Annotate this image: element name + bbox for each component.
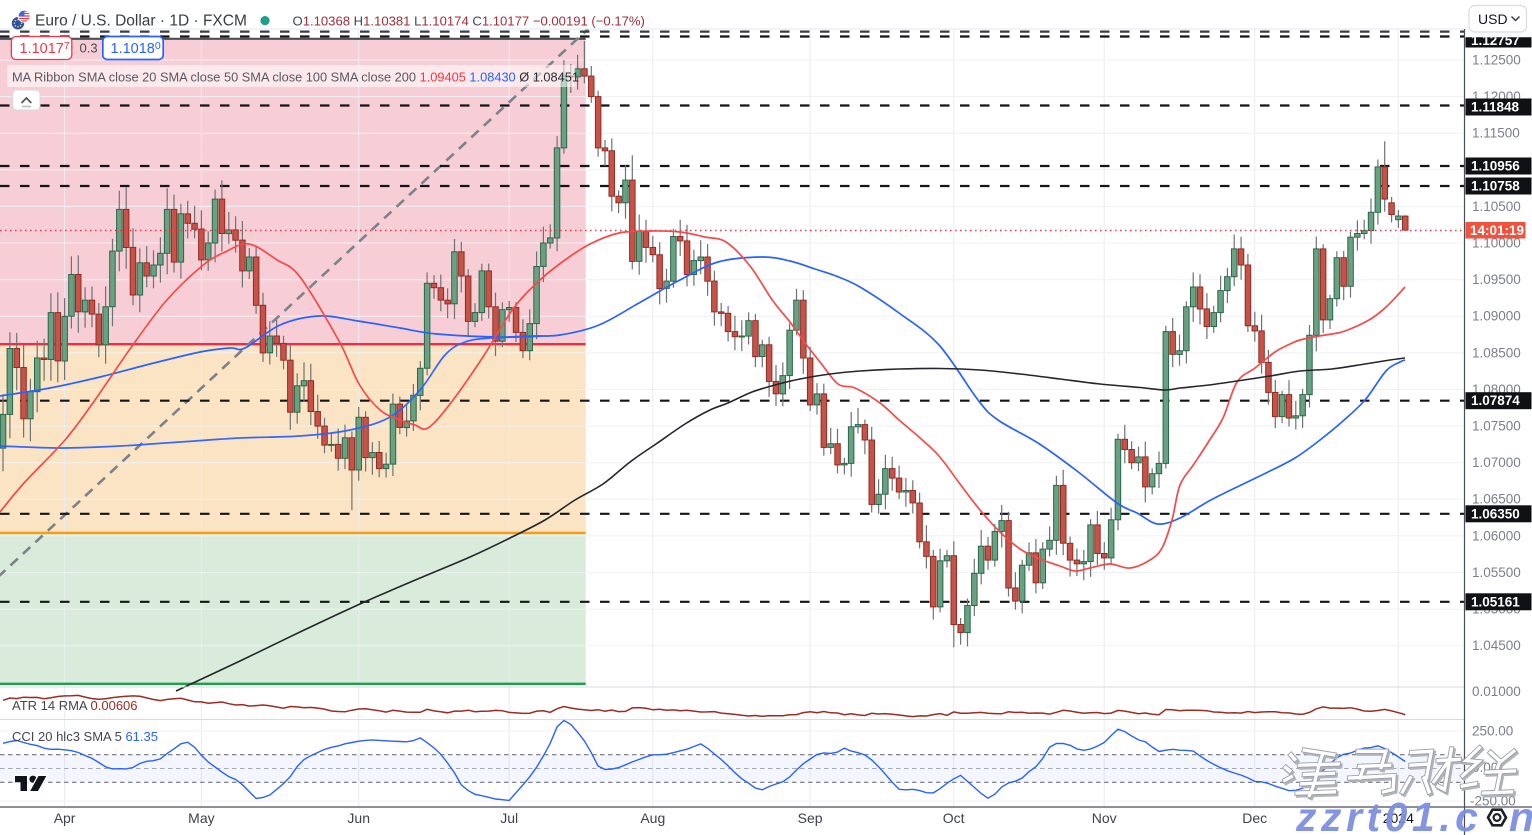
svg-text:Sep: Sep bbox=[798, 810, 823, 826]
svg-text:1.05161: 1.05161 bbox=[1471, 594, 1520, 609]
svg-text:Dec: Dec bbox=[1242, 810, 1267, 826]
svg-text:1.12500: 1.12500 bbox=[1472, 53, 1521, 68]
svg-text:1.12757: 1.12757 bbox=[1471, 33, 1520, 48]
svg-text:1.10000: 1.10000 bbox=[1472, 236, 1521, 251]
svg-text:Nov: Nov bbox=[1092, 810, 1117, 826]
svg-text:1.07000: 1.07000 bbox=[1472, 455, 1521, 470]
svg-text:1.09000: 1.09000 bbox=[1472, 309, 1521, 324]
svg-text:1.04500: 1.04500 bbox=[1472, 638, 1521, 653]
svg-text:0.01000: 0.01000 bbox=[1472, 684, 1521, 699]
svg-text:CCI 20 hlc3 SMA 5 61.35: CCI 20 hlc3 SMA 5 61.35 bbox=[12, 729, 158, 744]
svg-text:O1.10368 H1.10381 L1.10174 C1.: O1.10368 H1.10381 L1.10174 C1.10177 −0.0… bbox=[293, 14, 645, 29]
svg-text:ATR 14 RMA 0.00606: ATR 14 RMA 0.00606 bbox=[12, 698, 138, 713]
svg-text:1.05500: 1.05500 bbox=[1472, 565, 1521, 580]
svg-text:Jun: Jun bbox=[347, 810, 370, 826]
svg-text:14:01:19: 14:01:19 bbox=[1470, 223, 1524, 238]
svg-text:MA Ribbon SMA close 20 SMA clo: MA Ribbon SMA close 20 SMA close 50 SMA … bbox=[12, 70, 579, 85]
svg-text:1.06500: 1.06500 bbox=[1472, 492, 1521, 507]
svg-text:1.11500: 1.11500 bbox=[1472, 126, 1520, 141]
svg-text:1.10177: 1.10177 bbox=[20, 40, 70, 57]
svg-text:1.10500: 1.10500 bbox=[1472, 199, 1521, 214]
svg-text:1.10956: 1.10956 bbox=[1471, 159, 1520, 174]
svg-text:May: May bbox=[188, 810, 214, 826]
svg-text:1.06350: 1.06350 bbox=[1471, 506, 1520, 521]
svg-text:USD: USD bbox=[1478, 11, 1508, 27]
svg-text:1.10758: 1.10758 bbox=[1471, 179, 1520, 194]
svg-text:1.06000: 1.06000 bbox=[1472, 528, 1521, 543]
svg-text:Apr: Apr bbox=[54, 810, 76, 826]
svg-text:1.09500: 1.09500 bbox=[1472, 272, 1521, 287]
svg-text:1.08500: 1.08500 bbox=[1472, 345, 1521, 360]
svg-text:1.07500: 1.07500 bbox=[1472, 419, 1521, 434]
svg-text:Aug: Aug bbox=[640, 810, 665, 826]
svg-text:Oct: Oct bbox=[943, 810, 965, 826]
svg-text:-250.00: -250.00 bbox=[1470, 794, 1516, 809]
svg-text:0.3: 0.3 bbox=[80, 41, 98, 56]
svg-text:1.10180: 1.10180 bbox=[111, 40, 161, 57]
svg-text:250.00: 250.00 bbox=[1472, 724, 1513, 739]
svg-text:zzrt01.c: zzrt01.c bbox=[1295, 794, 1482, 835]
svg-text:1.11848: 1.11848 bbox=[1471, 100, 1520, 115]
svg-text:Euro / U.S. Dollar · 1D · FXCM: Euro / U.S. Dollar · 1D · FXCM bbox=[35, 13, 247, 30]
svg-text:n: n bbox=[1509, 794, 1532, 835]
svg-text:1.07874: 1.07874 bbox=[1471, 393, 1520, 408]
svg-text:Jul: Jul bbox=[500, 810, 518, 826]
svg-text:2024: 2024 bbox=[1383, 810, 1414, 826]
